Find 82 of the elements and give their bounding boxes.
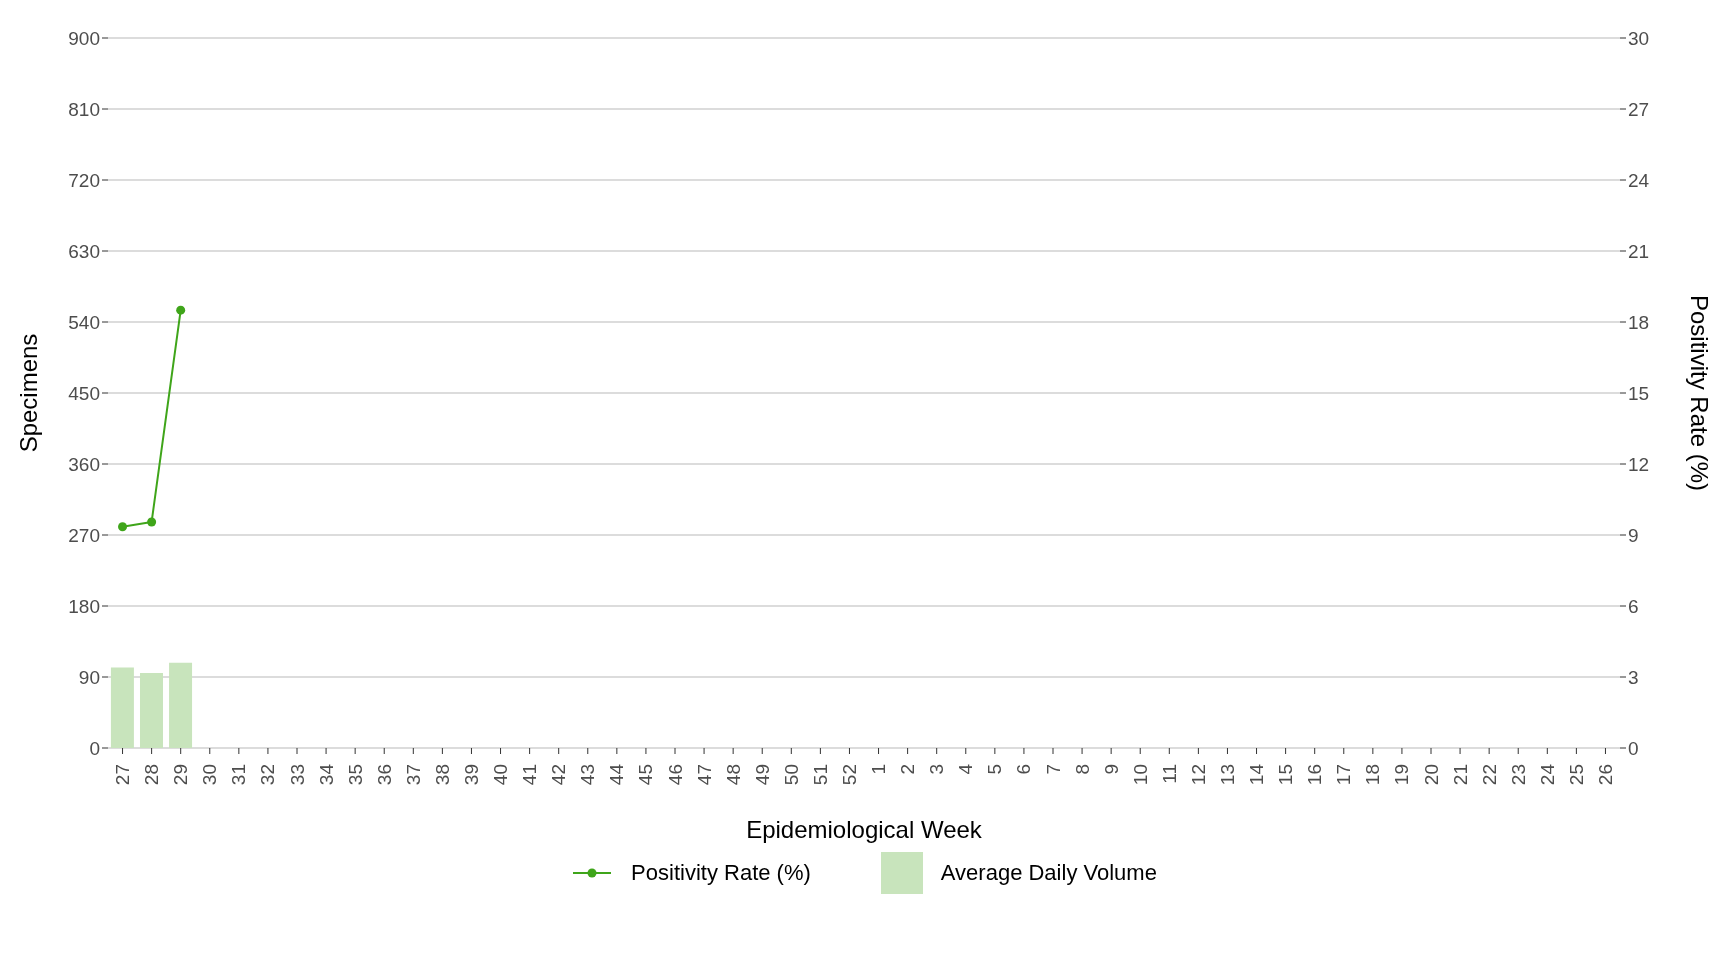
x-tick-label: 47 xyxy=(693,764,715,786)
x-tick-label: 1 xyxy=(868,764,890,775)
x-axis-title: Epidemiological Week xyxy=(746,816,983,843)
x-tick-label: 36 xyxy=(373,764,395,786)
x-tick-label: 14 xyxy=(1246,763,1268,786)
x-tick-label: 15 xyxy=(1275,764,1297,786)
x-tick-label: 6 xyxy=(1013,764,1035,775)
y-tick-label: 900 xyxy=(68,27,100,49)
x-tick-label: 25 xyxy=(1565,764,1587,786)
x-tick-label: 10 xyxy=(1129,764,1151,786)
x-tick-label: 46 xyxy=(664,764,686,786)
x-tick-label: 48 xyxy=(722,764,744,786)
x-tick-label: 24 xyxy=(1536,763,1558,786)
x-tick-label: 18 xyxy=(1362,764,1384,786)
y2-tick-label: 15 xyxy=(1628,382,1650,404)
x-tick-label: 11 xyxy=(1158,764,1180,784)
y-tick-label: 630 xyxy=(68,240,100,262)
x-tick-label: 45 xyxy=(635,764,657,786)
x-tick-label: 37 xyxy=(402,764,424,786)
y2-tick-label: 27 xyxy=(1628,98,1650,120)
x-tick-label: 4 xyxy=(955,763,977,775)
x-tick-label: 39 xyxy=(460,764,482,786)
x-tick-label: 20 xyxy=(1420,764,1442,786)
x-tick-label: 26 xyxy=(1594,764,1616,786)
x-tick-label: 2 xyxy=(897,764,919,775)
point xyxy=(118,522,128,532)
x-tick-label: 22 xyxy=(1478,764,1500,786)
x-tick-label: 40 xyxy=(490,764,512,786)
y2-tick-label: 3 xyxy=(1628,666,1639,688)
y-tick-label: 540 xyxy=(68,311,100,333)
y-tick-label: 180 xyxy=(68,595,100,617)
x-tick-label: 21 xyxy=(1449,764,1471,786)
x-tick-label: 5 xyxy=(984,764,1006,775)
y-tick-label: 450 xyxy=(68,382,100,404)
y2-tick-label: 21 xyxy=(1628,240,1650,262)
x-tick-label: 42 xyxy=(548,764,570,786)
x-tick-label: 51 xyxy=(809,764,831,786)
y2-tick-label: 0 xyxy=(1628,737,1639,759)
y2-tick-label: 6 xyxy=(1628,595,1639,617)
x-tick-label: 29 xyxy=(170,764,192,786)
x-tick-label: 8 xyxy=(1071,764,1093,775)
x-tick-label: 31 xyxy=(228,764,250,786)
x-tick-label: 17 xyxy=(1333,764,1355,786)
x-tick-label: 50 xyxy=(780,764,802,786)
x-tick-label: 52 xyxy=(838,764,860,786)
x-tick-label: 32 xyxy=(257,764,279,786)
x-tick-label: 41 xyxy=(519,764,541,786)
x-tick-label: 34 xyxy=(315,763,337,786)
y2-tick-label: 24 xyxy=(1628,169,1650,191)
y2-tick-label: 12 xyxy=(1628,453,1650,475)
x-tick-label: 9 xyxy=(1100,764,1122,775)
point xyxy=(147,517,157,527)
y-tick-label: 810 xyxy=(68,98,100,120)
x-tick-label: 28 xyxy=(141,764,163,786)
x-tick-label: 44 xyxy=(606,763,628,786)
legend-label: Average Daily Volume xyxy=(940,860,1157,886)
y-tick-label: 360 xyxy=(68,453,100,475)
x-tick-label: 35 xyxy=(344,764,366,786)
x-tick-label: 30 xyxy=(199,764,221,786)
x-tick-label: 16 xyxy=(1304,764,1326,786)
point xyxy=(176,305,186,315)
y-tick-label: 720 xyxy=(68,169,100,191)
x-tick-label: 33 xyxy=(286,764,308,786)
y2-tick-label: 30 xyxy=(1628,27,1650,49)
y-tick-label: 90 xyxy=(78,666,100,688)
y-axis-title: Specimens xyxy=(14,333,42,453)
y-tick-label: 270 xyxy=(68,524,100,546)
x-tick-label: 12 xyxy=(1187,764,1209,786)
x-tick-label: 27 xyxy=(112,764,134,786)
x-tick-label: 3 xyxy=(926,764,948,775)
x-tick-label: 23 xyxy=(1507,764,1529,786)
y-tick-label: 0 xyxy=(89,737,100,759)
x-tick-label: 19 xyxy=(1391,764,1413,786)
x-tick-label: 43 xyxy=(577,764,599,786)
x-tick-label: 7 xyxy=(1042,764,1064,775)
y2-axis-title: Positivity Rate (%) xyxy=(1686,294,1714,492)
legend-label: Positivity Rate (%) xyxy=(631,860,811,886)
x-tick-label: 38 xyxy=(431,764,453,786)
y2-tick-label: 9 xyxy=(1628,524,1639,546)
y2-tick-label: 18 xyxy=(1628,311,1650,333)
x-tick-label: 13 xyxy=(1216,764,1238,786)
x-tick-label: 49 xyxy=(751,764,773,786)
